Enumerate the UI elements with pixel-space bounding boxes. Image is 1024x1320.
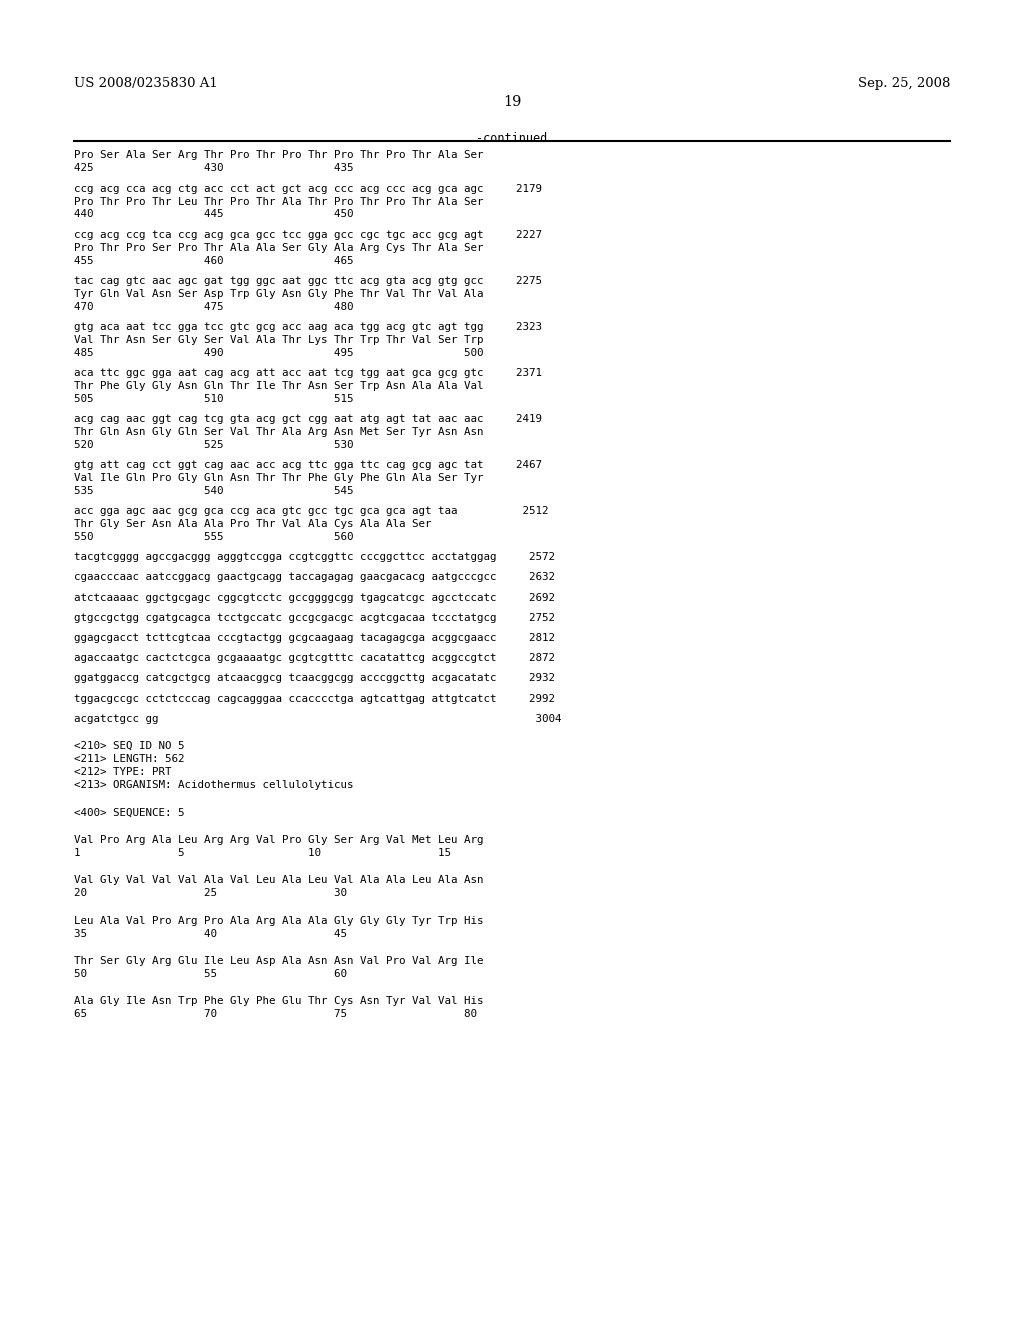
Text: 1               5                   10                  15: 1 5 10 15 (74, 847, 451, 858)
Text: Thr Gln Asn Gly Gln Ser Val Thr Ala Arg Asn Met Ser Tyr Asn Asn: Thr Gln Asn Gly Gln Ser Val Thr Ala Arg … (74, 426, 483, 437)
Text: <211> LENGTH: 562: <211> LENGTH: 562 (74, 754, 184, 764)
Text: 19: 19 (503, 95, 521, 110)
Text: US 2008/0235830 A1: US 2008/0235830 A1 (74, 77, 217, 90)
Text: Thr Phe Gly Gly Asn Gln Thr Ile Thr Asn Ser Trp Asn Ala Ala Val: Thr Phe Gly Gly Asn Gln Thr Ile Thr Asn … (74, 380, 483, 391)
Text: tac cag gtc aac agc gat tgg ggc aat ggc ttc acg gta acg gtg gcc     2275: tac cag gtc aac agc gat tgg ggc aat ggc … (74, 276, 542, 285)
Text: Val Ile Gln Pro Gly Gln Asn Thr Thr Phe Gly Phe Gln Ala Ser Tyr: Val Ile Gln Pro Gly Gln Asn Thr Thr Phe … (74, 473, 483, 483)
Text: ggagcgacct tcttcgtcaa cccgtactgg gcgcaagaag tacagagcga acggcgaacc     2812: ggagcgacct tcttcgtcaa cccgtactgg gcgcaag… (74, 632, 555, 643)
Text: aca ttc ggc gga aat cag acg att acc aat tcg tgg aat gca gcg gtc     2371: aca ttc ggc gga aat cag acg att acc aat … (74, 368, 542, 378)
Text: gtg att cag cct ggt cag aac acc acg ttc gga ttc cag gcg agc tat     2467: gtg att cag cct ggt cag aac acc acg ttc … (74, 459, 542, 470)
Text: tggacgccgc cctctcccag cagcagggaa ccacccctga agtcattgag attgtcatct     2992: tggacgccgc cctctcccag cagcagggaa ccacccc… (74, 693, 555, 704)
Text: 550                 555                 560: 550 555 560 (74, 532, 353, 543)
Text: Ala Gly Ile Asn Trp Phe Gly Phe Glu Thr Cys Asn Tyr Val Val His: Ala Gly Ile Asn Trp Phe Gly Phe Glu Thr … (74, 997, 483, 1006)
Text: ccg acg cca acg ctg acc cct act gct acg ccc acg ccc acg gca agc     2179: ccg acg cca acg ctg acc cct act gct acg … (74, 183, 542, 194)
Text: -continued: -continued (476, 132, 548, 145)
Text: Val Gly Val Val Val Ala Val Leu Ala Leu Val Ala Ala Leu Ala Asn: Val Gly Val Val Val Ala Val Leu Ala Leu … (74, 875, 483, 886)
Text: <400> SEQUENCE: 5: <400> SEQUENCE: 5 (74, 808, 184, 817)
Text: 485                 490                 495                 500: 485 490 495 500 (74, 347, 483, 358)
Text: 470                 475                 480: 470 475 480 (74, 301, 353, 312)
Text: <210> SEQ ID NO 5: <210> SEQ ID NO 5 (74, 742, 184, 751)
Text: gtg aca aat tcc gga tcc gtc gcg acc aag aca tgg acg gtc agt tgg     2323: gtg aca aat tcc gga tcc gtc gcg acc aag … (74, 322, 542, 331)
Text: <212> TYPE: PRT: <212> TYPE: PRT (74, 767, 171, 777)
Text: 535                 540                 545: 535 540 545 (74, 486, 353, 496)
Text: acc gga agc aac gcg gca ccg aca gtc gcc tgc gca gca agt taa          2512: acc gga agc aac gcg gca ccg aca gtc gcc … (74, 506, 548, 516)
Text: 440                 445                 450: 440 445 450 (74, 210, 353, 219)
Text: 20                  25                  30: 20 25 30 (74, 888, 347, 898)
Text: 35                  40                  45: 35 40 45 (74, 929, 347, 939)
Text: gtgccgctgg cgatgcagca tcctgccatc gccgcgacgc acgtcgacaa tccctatgcg     2752: gtgccgctgg cgatgcagca tcctgccatc gccgcga… (74, 612, 555, 623)
Text: Thr Ser Gly Arg Glu Ile Leu Asp Ala Asn Asn Val Pro Val Arg Ile: Thr Ser Gly Arg Glu Ile Leu Asp Ala Asn … (74, 956, 483, 966)
Text: 520                 525                 530: 520 525 530 (74, 440, 353, 450)
Text: Val Pro Arg Ala Leu Arg Arg Val Pro Gly Ser Arg Val Met Leu Arg: Val Pro Arg Ala Leu Arg Arg Val Pro Gly … (74, 836, 483, 845)
Text: atctcaaaac ggctgcgagc cggcgtcctc gccggggcgg tgagcatcgc agcctccatc     2692: atctcaaaac ggctgcgagc cggcgtcctc gccgggg… (74, 593, 555, 602)
Text: <213> ORGANISM: Acidothermus cellulolyticus: <213> ORGANISM: Acidothermus cellulolyti… (74, 780, 353, 789)
Text: 65                  70                  75                  80: 65 70 75 80 (74, 1010, 477, 1019)
Text: 455                 460                 465: 455 460 465 (74, 256, 353, 265)
Text: Thr Gly Ser Asn Ala Ala Pro Thr Val Ala Cys Ala Ala Ser: Thr Gly Ser Asn Ala Ala Pro Thr Val Ala … (74, 519, 431, 529)
Text: Leu Ala Val Pro Arg Pro Ala Arg Ala Ala Gly Gly Gly Tyr Trp His: Leu Ala Val Pro Arg Pro Ala Arg Ala Ala … (74, 916, 483, 925)
Text: 425                 430                 435: 425 430 435 (74, 164, 353, 173)
Text: acgatctgcc gg                                                          3004: acgatctgcc gg 3004 (74, 714, 561, 723)
Text: ggatggaccg catcgctgcg atcaacggcg tcaacggcgg acccggcttg acgacatatc     2932: ggatggaccg catcgctgcg atcaacggcg tcaacgg… (74, 673, 555, 684)
Text: acg cag aac ggt cag tcg gta acg gct cgg aat atg agt tat aac aac     2419: acg cag aac ggt cag tcg gta acg gct cgg … (74, 414, 542, 424)
Text: Sep. 25, 2008: Sep. 25, 2008 (858, 77, 950, 90)
Text: 50                  55                  60: 50 55 60 (74, 969, 347, 979)
Text: Pro Ser Ala Ser Arg Thr Pro Thr Pro Thr Pro Thr Pro Thr Ala Ser: Pro Ser Ala Ser Arg Thr Pro Thr Pro Thr … (74, 150, 483, 161)
Text: Val Thr Asn Ser Gly Ser Val Ala Thr Lys Thr Trp Thr Val Ser Trp: Val Thr Asn Ser Gly Ser Val Ala Thr Lys … (74, 335, 483, 345)
Text: Pro Thr Pro Ser Pro Thr Ala Ala Ser Gly Ala Arg Cys Thr Ala Ser: Pro Thr Pro Ser Pro Thr Ala Ala Ser Gly … (74, 243, 483, 252)
Text: tacgtcgggg agccgacggg agggtccgga ccgtcggttc cccggcttcc acctatggag     2572: tacgtcgggg agccgacggg agggtccgga ccgtcgg… (74, 552, 555, 562)
Text: 505                 510                 515: 505 510 515 (74, 393, 353, 404)
Text: Tyr Gln Val Asn Ser Asp Trp Gly Asn Gly Phe Thr Val Thr Val Ala: Tyr Gln Val Asn Ser Asp Trp Gly Asn Gly … (74, 289, 483, 298)
Text: Pro Thr Pro Thr Leu Thr Pro Thr Ala Thr Pro Thr Pro Thr Ala Ser: Pro Thr Pro Thr Leu Thr Pro Thr Ala Thr … (74, 197, 483, 206)
Text: cgaacccaac aatccggacg gaactgcagg taccagagag gaacgacacg aatgcccgcc     2632: cgaacccaac aatccggacg gaactgcagg taccaga… (74, 573, 555, 582)
Text: ccg acg ccg tca ccg acg gca gcc tcc gga gcc cgc tgc acc gcg agt     2227: ccg acg ccg tca ccg acg gca gcc tcc gga … (74, 230, 542, 240)
Text: agaccaatgc cactctcgca gcgaaaatgc gcgtcgtttc cacatattcg acggccgtct     2872: agaccaatgc cactctcgca gcgaaaatgc gcgtcgt… (74, 653, 555, 663)
